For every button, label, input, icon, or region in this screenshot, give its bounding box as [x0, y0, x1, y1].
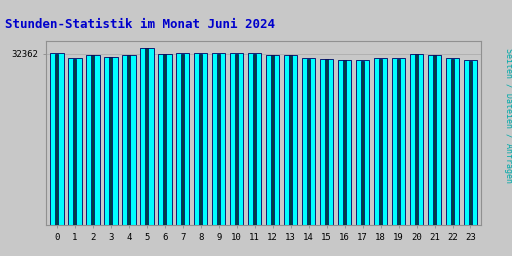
Bar: [356, 60, 369, 225]
Bar: [91, 56, 94, 225]
Bar: [158, 54, 172, 225]
Bar: [325, 59, 328, 225]
Bar: [217, 54, 220, 225]
Bar: [397, 59, 400, 225]
Bar: [266, 55, 280, 225]
Bar: [338, 60, 351, 225]
Bar: [140, 48, 154, 225]
Bar: [433, 55, 436, 225]
Bar: [50, 53, 63, 225]
Bar: [86, 55, 99, 225]
Bar: [127, 56, 131, 225]
Bar: [163, 54, 166, 225]
Bar: [464, 60, 477, 225]
Bar: [320, 59, 333, 225]
Bar: [284, 55, 297, 225]
Bar: [374, 58, 387, 225]
Bar: [122, 55, 136, 225]
Bar: [415, 54, 418, 225]
Bar: [451, 59, 454, 225]
Bar: [410, 54, 423, 225]
Text: Stunden-Statistik im Monat Juni 2024: Stunden-Statistik im Monat Juni 2024: [5, 18, 275, 31]
Bar: [248, 53, 262, 225]
Bar: [392, 58, 406, 225]
Bar: [361, 61, 364, 225]
Bar: [230, 53, 243, 225]
Bar: [199, 54, 202, 225]
Bar: [176, 53, 189, 225]
Bar: [446, 58, 459, 225]
Bar: [289, 55, 292, 225]
Text: Seiten / Dateien / Anfragen: Seiten / Dateien / Anfragen: [504, 48, 512, 183]
Bar: [271, 55, 274, 225]
Bar: [253, 54, 257, 225]
Bar: [379, 59, 382, 225]
Bar: [181, 54, 184, 225]
Bar: [307, 59, 310, 225]
Bar: [428, 55, 441, 225]
Bar: [302, 58, 315, 225]
Bar: [469, 61, 472, 225]
Bar: [109, 57, 113, 225]
Bar: [194, 53, 207, 225]
Bar: [212, 53, 225, 225]
Bar: [68, 58, 81, 225]
Bar: [343, 60, 346, 225]
Bar: [104, 57, 118, 225]
Bar: [235, 54, 238, 225]
Bar: [73, 59, 76, 225]
Bar: [145, 48, 148, 225]
Bar: [55, 54, 58, 225]
